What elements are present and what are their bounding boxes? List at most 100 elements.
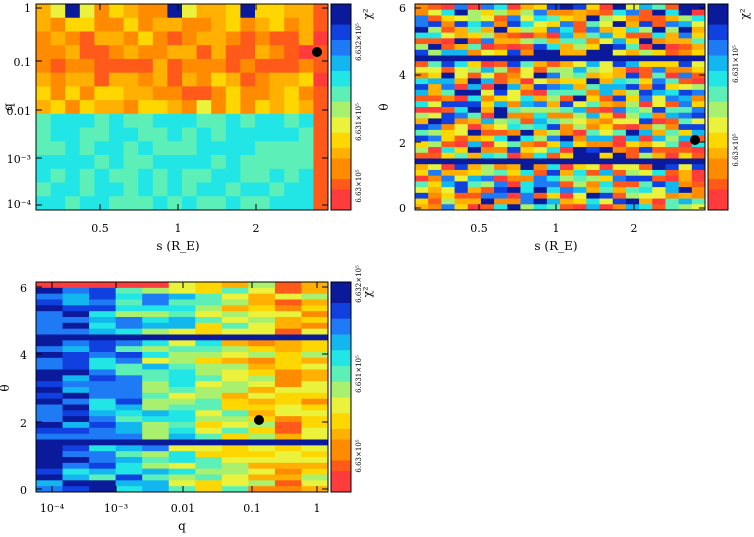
heatmap-cell <box>36 31 51 46</box>
heatmap-cell <box>586 95 600 102</box>
heatmap-cell <box>546 95 561 102</box>
heatmap-cell <box>639 112 653 119</box>
heatmap-cell <box>62 439 90 446</box>
heatmap-cell <box>533 175 548 182</box>
heatmap-cell <box>142 486 170 493</box>
heatmap-cell <box>313 4 329 19</box>
heatmap-cell <box>211 182 227 197</box>
colorbar-segment <box>331 429 352 435</box>
heatmap-cell <box>691 61 706 68</box>
heatmap-cell <box>284 58 300 74</box>
heatmap-cell <box>211 141 227 156</box>
heatmap-cell <box>533 158 548 165</box>
heatmap-cell <box>494 192 508 199</box>
colorbar-segment <box>708 65 729 72</box>
heatmap-cell <box>612 192 627 199</box>
heatmap-cell <box>546 129 561 137</box>
heatmap-cell <box>467 84 482 91</box>
tick-marks-s-q <box>36 4 328 210</box>
heatmap-cell <box>546 152 561 159</box>
heatmap-cell <box>255 31 270 46</box>
heatmap-cell <box>507 141 521 148</box>
heatmap-cell <box>467 135 482 142</box>
heatmap-cell <box>167 45 183 60</box>
heatmap-cell <box>573 135 587 142</box>
heatmap-cell <box>691 72 706 79</box>
heatmap-cell <box>652 198 666 205</box>
heatmap-cell <box>94 4 110 19</box>
heatmap-cell <box>639 84 653 91</box>
heatmap-cell <box>50 31 66 46</box>
heatmap-cell <box>123 4 139 19</box>
heatmap-cell <box>480 141 495 148</box>
heatmap-cell <box>441 204 455 211</box>
heatmap-cell <box>36 293 63 300</box>
heatmap-cell <box>65 17 81 32</box>
heatmap-cell <box>248 352 276 359</box>
heatmap-cell <box>274 387 302 394</box>
heatmap-cell <box>274 480 302 487</box>
heatmap-cell <box>62 369 90 376</box>
heatmap-cell <box>255 58 270 74</box>
heatmap-cell <box>142 462 170 470</box>
heatmap-cell <box>115 322 143 330</box>
heatmap-cell <box>520 147 535 154</box>
heatmap-cell <box>36 287 63 295</box>
heatmap-cell <box>109 72 124 87</box>
heatmap-cell <box>533 21 548 28</box>
heatmap-cell <box>89 334 117 341</box>
heatmap-cell <box>115 311 143 318</box>
heatmap-cell <box>612 95 627 102</box>
heatmap-cell <box>612 44 627 51</box>
heatmap-cell <box>454 44 469 51</box>
colorbar-segment <box>331 158 352 165</box>
heatmap-cell <box>520 118 535 125</box>
heatmap-cell <box>89 387 117 394</box>
heatmap-cell <box>625 198 640 205</box>
heatmap-cell <box>560 118 574 125</box>
heatmap-cell <box>467 38 482 45</box>
heatmap-cell <box>274 334 302 341</box>
heatmap-cell <box>313 127 329 142</box>
colorbar-segment <box>331 297 352 304</box>
heatmap-cell <box>301 404 329 411</box>
heatmap-cell <box>639 198 653 205</box>
heatmap-cell <box>142 340 170 347</box>
heatmap-cell <box>494 169 508 177</box>
heatmap-cell <box>62 410 90 417</box>
heatmap-cell <box>599 49 614 56</box>
best-fit-point <box>312 47 322 57</box>
heatmap-cell <box>625 164 640 171</box>
heatmap-cell <box>182 127 197 142</box>
heatmap-cell <box>196 100 212 115</box>
heatmap-cell <box>274 404 302 411</box>
heatmap-cell <box>115 439 143 446</box>
colorbar-segment <box>708 117 729 123</box>
heatmap-cell <box>691 95 706 102</box>
heatmap-cell <box>142 480 170 487</box>
heatmap-cell <box>639 124 653 131</box>
heatmap-cell <box>625 78 640 85</box>
heatmap-cell <box>196 113 212 128</box>
colorbar-tick-label: 6.631×10⁵ <box>732 45 740 83</box>
heatmap-cell <box>274 328 302 335</box>
heatmap-cell <box>36 457 63 464</box>
heatmap-cell <box>652 49 666 56</box>
heatmap-cell <box>221 387 249 394</box>
heatmap-cell <box>301 457 329 464</box>
heatmap-cell <box>467 187 482 194</box>
heatmap-cell <box>586 181 600 188</box>
heatmap-cell <box>599 32 614 39</box>
heatmap-cell <box>195 398 223 405</box>
heatmap-cell <box>195 287 223 295</box>
colorbar-segment <box>331 460 352 467</box>
heatmap-cell <box>274 381 302 388</box>
heatmap-cell <box>441 152 455 159</box>
heatmap-cell <box>168 404 196 411</box>
heatmap-cell <box>441 141 455 148</box>
heatmap-cell <box>665 169 680 177</box>
heatmap-cell <box>269 182 285 197</box>
heatmap-cell <box>546 38 561 45</box>
heatmap-cell <box>415 26 429 34</box>
heatmap-cell <box>625 26 640 34</box>
